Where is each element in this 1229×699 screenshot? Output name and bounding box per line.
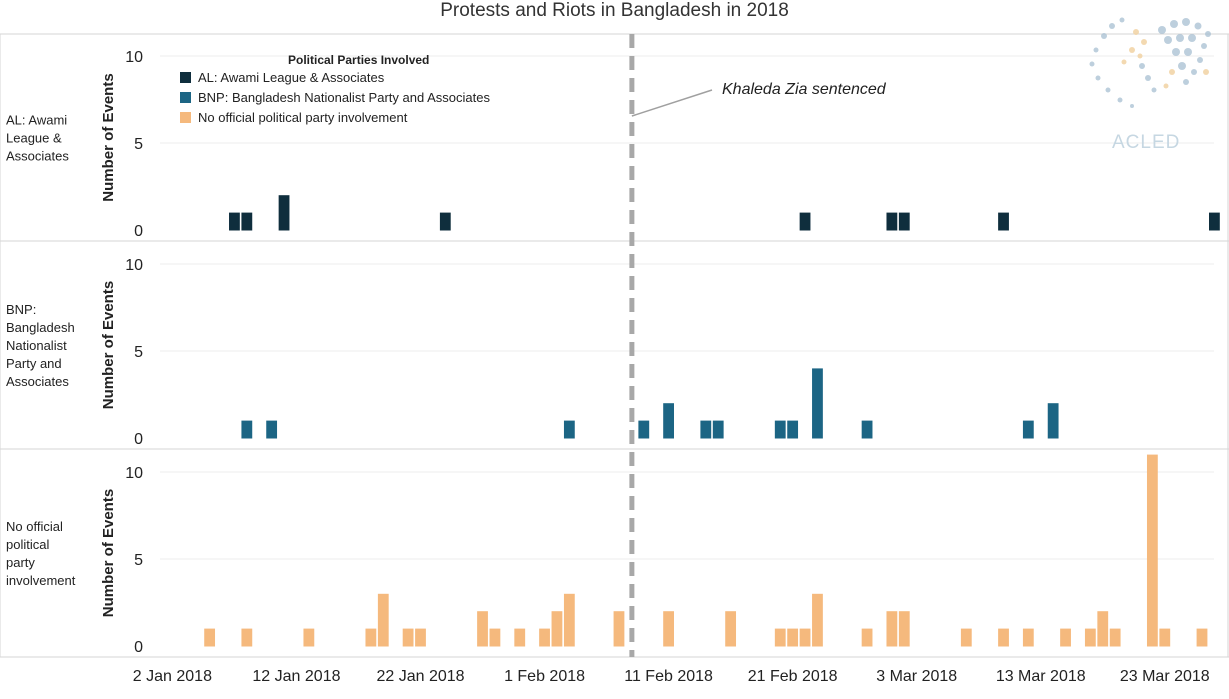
bar-none bbox=[1097, 611, 1109, 647]
bar-none bbox=[1196, 628, 1208, 647]
bar-none bbox=[241, 628, 253, 647]
annotation-label: Khaleda Zia sentenced bbox=[722, 81, 887, 98]
x-tick-label: 22 Jan 2018 bbox=[376, 668, 464, 685]
bar-none bbox=[799, 628, 811, 647]
x-tick-label: 23 Mar 2018 bbox=[1120, 668, 1210, 685]
bar-none bbox=[663, 611, 674, 647]
bar-bnp bbox=[563, 420, 575, 439]
bar-none bbox=[861, 628, 873, 647]
bar-none bbox=[613, 611, 625, 647]
bar-al bbox=[439, 212, 451, 231]
y-axis-label: Number of Events bbox=[100, 281, 117, 409]
bar-none bbox=[1146, 454, 1158, 647]
chart-title: Protests and Riots in Bangladesh in 2018 bbox=[440, 0, 789, 21]
y-axis-label: Number of Events bbox=[100, 489, 117, 617]
bar-none bbox=[998, 628, 1009, 647]
bar-none bbox=[303, 628, 315, 647]
acled-logo-text: ACLED bbox=[1112, 132, 1181, 153]
world-map-dots-icon bbox=[1089, 17, 1211, 108]
y-tick-label: 5 bbox=[134, 344, 143, 361]
legend-label: BNP: Bangladesh Nationalist Party and As… bbox=[198, 90, 490, 105]
bar-bnp bbox=[638, 420, 650, 439]
bar-none bbox=[402, 628, 414, 647]
bar-none bbox=[1060, 628, 1071, 647]
bar-al bbox=[241, 212, 253, 231]
bar-bnp bbox=[787, 420, 799, 439]
y-tick-label: 10 bbox=[125, 257, 143, 274]
bar-al bbox=[898, 212, 910, 231]
y-tick-label: 10 bbox=[125, 49, 143, 66]
annotation-leader bbox=[631, 89, 713, 117]
x-tick-label: 2 Jan 2018 bbox=[133, 668, 212, 685]
x-tick-label: 12 Jan 2018 bbox=[252, 668, 340, 685]
y-tick-label: 0 bbox=[134, 431, 143, 448]
legend-swatch bbox=[180, 112, 191, 123]
bar-none bbox=[898, 611, 910, 647]
bar-none bbox=[377, 593, 389, 647]
bar-none bbox=[725, 611, 737, 647]
bar-none bbox=[960, 628, 972, 647]
bar-none bbox=[774, 628, 786, 647]
y-axis-label: Number of Events bbox=[100, 73, 117, 201]
row-header: AL: Awami League & Associates bbox=[6, 113, 69, 164]
acled-logo bbox=[1082, 6, 1222, 156]
bar-none bbox=[886, 611, 898, 647]
bar-none bbox=[563, 593, 575, 647]
bar-none bbox=[1159, 628, 1171, 647]
bar-bnp bbox=[861, 420, 873, 439]
bar-bnp bbox=[700, 420, 712, 439]
x-tick-label: 11 Feb 2018 bbox=[624, 668, 713, 685]
bar-none bbox=[365, 628, 377, 647]
x-tick-label: 13 Mar 2018 bbox=[996, 668, 1086, 685]
bar-al bbox=[278, 195, 290, 231]
bar-none bbox=[1022, 628, 1034, 647]
bar-bnp bbox=[663, 403, 674, 439]
y-tick-label: 10 bbox=[125, 465, 143, 482]
bar-al bbox=[886, 212, 898, 231]
bar-none bbox=[787, 628, 799, 647]
bar-al bbox=[998, 212, 1009, 231]
bar-bnp bbox=[1022, 420, 1034, 439]
bar-none bbox=[551, 611, 563, 647]
row-header: BNP: Bangladesh Nationalist Party and Associ… bbox=[6, 302, 75, 389]
row-header: No official political party involvement bbox=[6, 519, 76, 588]
bar-none bbox=[539, 628, 550, 647]
bar-bnp bbox=[774, 420, 786, 439]
y-tick-label: 5 bbox=[134, 552, 143, 569]
x-tick-label: 21 Feb 2018 bbox=[748, 668, 838, 685]
y-tick-label: 0 bbox=[134, 223, 143, 240]
bar-al bbox=[799, 212, 811, 231]
bar-bnp bbox=[712, 420, 724, 439]
legend-label: No official political party involvement bbox=[198, 110, 408, 125]
bar-none bbox=[1109, 628, 1121, 647]
bar-none bbox=[812, 593, 823, 647]
bar-none bbox=[514, 628, 526, 647]
x-tick-label: 3 Mar 2018 bbox=[876, 668, 957, 685]
bar-bnp bbox=[266, 420, 278, 439]
bar-none bbox=[489, 628, 501, 647]
bar-al bbox=[1209, 212, 1220, 231]
bar-none bbox=[204, 628, 216, 647]
legend-title: Political Parties Involved bbox=[288, 53, 429, 67]
bar-al bbox=[229, 212, 240, 231]
bar-bnp bbox=[812, 368, 823, 439]
y-tick-label: 0 bbox=[134, 639, 143, 656]
y-tick-label: 5 bbox=[134, 136, 143, 153]
bar-none bbox=[415, 628, 426, 647]
legend-swatch bbox=[180, 72, 191, 83]
legend-label: AL: Awami League & Associates bbox=[198, 70, 385, 85]
x-tick-label: 1 Feb 2018 bbox=[504, 668, 585, 685]
legend-swatch bbox=[180, 92, 191, 103]
bar-bnp bbox=[1047, 403, 1059, 439]
bar-bnp bbox=[241, 420, 253, 439]
bar-none bbox=[477, 611, 488, 647]
bar-none bbox=[1084, 628, 1096, 647]
